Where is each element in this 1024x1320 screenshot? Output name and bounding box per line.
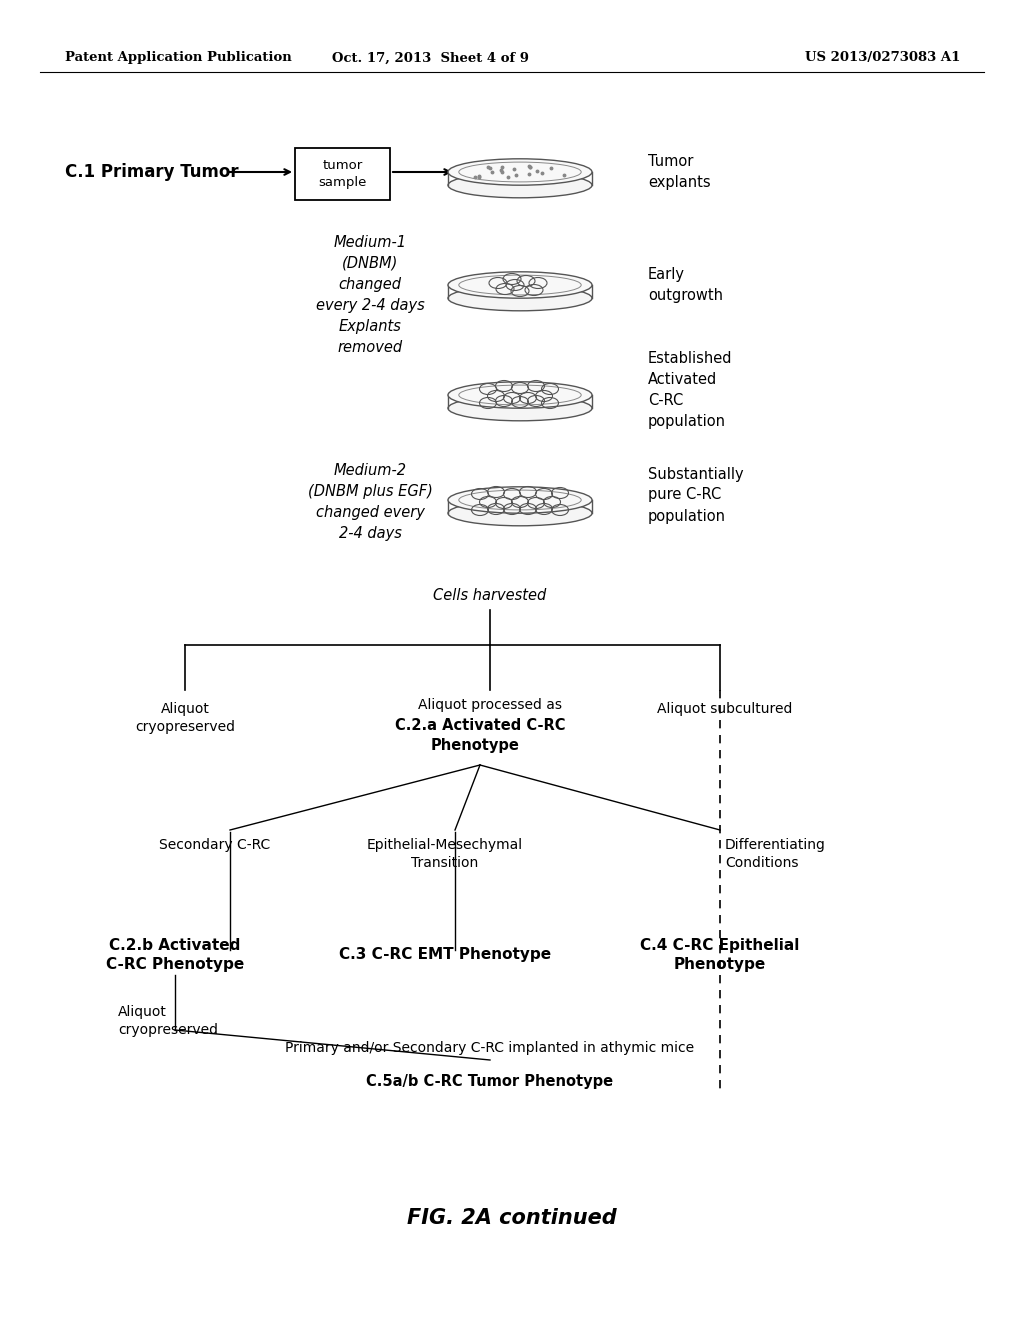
Ellipse shape	[449, 500, 592, 525]
Text: C.4 C-RC Epithelial
Phenotype: C.4 C-RC Epithelial Phenotype	[640, 937, 800, 973]
Text: Primary and/or Secondary C-RC implanted in athymic mice: Primary and/or Secondary C-RC implanted …	[286, 1041, 694, 1055]
Text: Tumor
explants: Tumor explants	[648, 154, 711, 190]
Text: Medium-1
(DNBM)
changed
every 2-4 days
Explants
removed: Medium-1 (DNBM) changed every 2-4 days E…	[315, 235, 424, 355]
Text: Aliquot
cryopreserved: Aliquot cryopreserved	[118, 1005, 218, 1038]
Text: C.5a/b C-RC Tumor Phenotype: C.5a/b C-RC Tumor Phenotype	[367, 1074, 613, 1089]
Text: Epithelial-Mesechymal
Transition: Epithelial-Mesechymal Transition	[367, 838, 523, 870]
Text: Differentiating
Conditions: Differentiating Conditions	[725, 838, 826, 870]
Text: Aliquot
cryopreserved: Aliquot cryopreserved	[135, 702, 234, 734]
Text: Substantially
pure C-RC
population: Substantially pure C-RC population	[648, 466, 743, 524]
Text: C.2.a Activated C-RC: C.2.a Activated C-RC	[394, 718, 565, 733]
Text: tumor
sample: tumor sample	[318, 158, 367, 189]
Ellipse shape	[449, 396, 592, 421]
Ellipse shape	[449, 158, 592, 185]
Text: Patent Application Publication: Patent Application Publication	[65, 51, 292, 65]
Ellipse shape	[449, 381, 592, 408]
Text: Established
Activated
C-RC
population: Established Activated C-RC population	[648, 351, 732, 429]
Text: Aliquot processed as: Aliquot processed as	[418, 698, 562, 711]
Text: US 2013/0273083 A1: US 2013/0273083 A1	[805, 51, 961, 65]
Text: Early
outgrowth: Early outgrowth	[648, 267, 723, 304]
Bar	[295, 148, 390, 201]
Text: C.1 Primary Tumor: C.1 Primary Tumor	[66, 162, 239, 181]
Text: Cells harvested: Cells harvested	[433, 589, 547, 603]
Text: Medium-2
(DNBM plus EGF)
changed every
2-4 days: Medium-2 (DNBM plus EGF) changed every 2…	[307, 463, 432, 541]
Ellipse shape	[449, 272, 592, 298]
Text: Oct. 17, 2013  Sheet 4 of 9: Oct. 17, 2013 Sheet 4 of 9	[332, 51, 528, 65]
Text: Secondary C-RC: Secondary C-RC	[160, 838, 270, 851]
Text: Aliquot subcultured: Aliquot subcultured	[657, 702, 793, 715]
Ellipse shape	[449, 173, 592, 198]
Text: C.2.b Activated
C-RC Phenotype: C.2.b Activated C-RC Phenotype	[105, 937, 244, 973]
Text: Phenotype: Phenotype	[430, 738, 519, 752]
Text: C.3 C-RC EMT Phenotype: C.3 C-RC EMT Phenotype	[339, 948, 551, 962]
Ellipse shape	[449, 285, 592, 310]
Ellipse shape	[449, 487, 592, 513]
Text: FIG. 2A continued: FIG. 2A continued	[408, 1208, 616, 1228]
